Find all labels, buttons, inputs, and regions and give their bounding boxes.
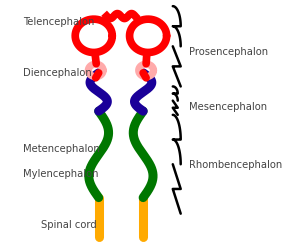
Text: Metencephalon: Metencephalon (23, 144, 100, 154)
Text: Prosencephalon: Prosencephalon (189, 47, 268, 57)
Text: Diencephalon: Diencephalon (23, 68, 92, 78)
Text: Mesencephalon: Mesencephalon (189, 103, 267, 112)
Text: Spinal cord: Spinal cord (40, 220, 96, 230)
Text: Telencephalon: Telencephalon (23, 17, 95, 27)
Text: Mylencephalon: Mylencephalon (23, 169, 99, 179)
Text: Rhombencephalon: Rhombencephalon (189, 161, 282, 170)
